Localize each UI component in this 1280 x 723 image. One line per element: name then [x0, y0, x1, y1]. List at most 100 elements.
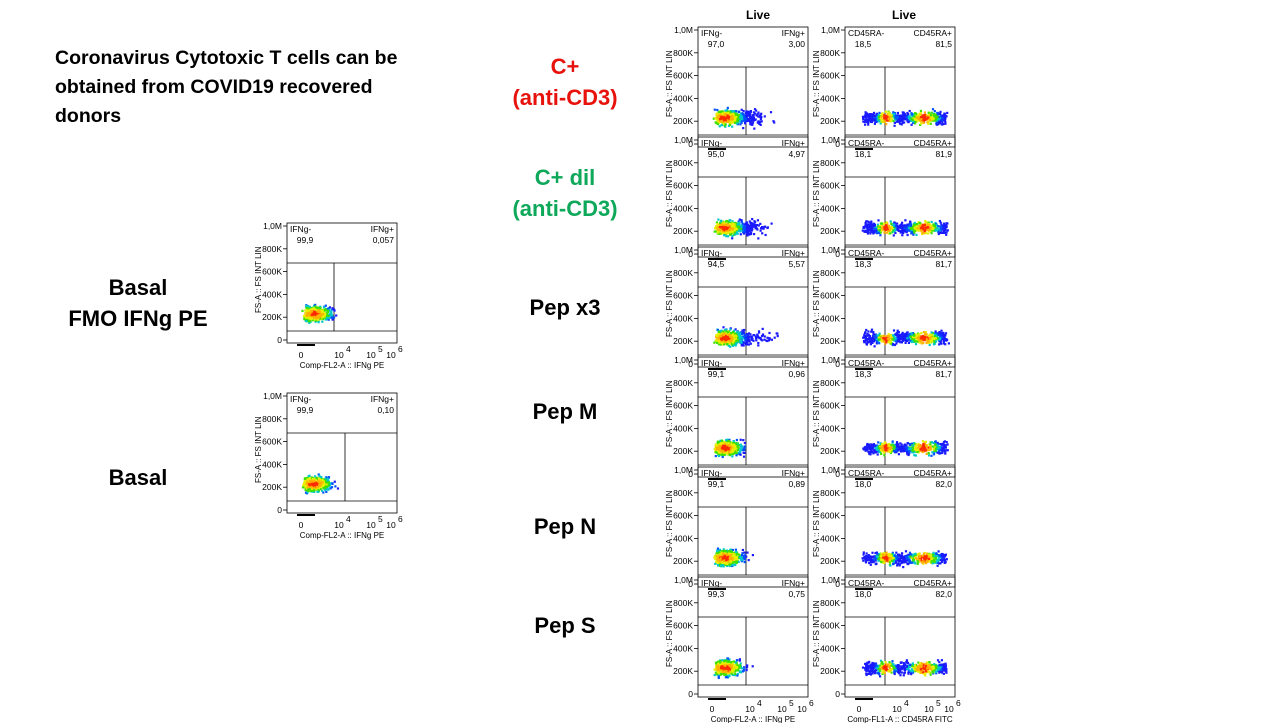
event-point — [888, 112, 890, 114]
event-point — [717, 671, 719, 673]
event-point — [308, 317, 310, 319]
event-point — [725, 220, 727, 222]
event-point — [308, 483, 310, 485]
event-point — [895, 118, 897, 120]
event-point — [906, 116, 908, 118]
event-point — [944, 119, 946, 121]
event-point — [735, 452, 737, 454]
event-point — [722, 112, 724, 114]
event-point — [741, 344, 743, 346]
event-point — [727, 112, 729, 114]
event-point — [714, 231, 716, 233]
event-point — [930, 114, 932, 116]
flow-plot-svg: FS-A :: FS INT LIN1,0M800K600K400K200K0I… — [663, 23, 823, 148]
event-point — [719, 661, 721, 663]
slide-title: Coronavirus Cytotoxic T cells can be obt… — [55, 44, 435, 131]
event-point — [318, 475, 320, 477]
x-axis-title: Comp-FL2-A :: IFNg PE — [300, 361, 384, 370]
negative-gate-label: CD45RA- — [848, 28, 885, 38]
event-point — [321, 490, 323, 492]
event-point — [724, 224, 726, 226]
event-point — [722, 326, 724, 328]
row-label-line: Pep x3 — [455, 292, 675, 323]
event-point — [335, 314, 337, 316]
event-point — [905, 118, 907, 120]
event-point — [749, 114, 751, 116]
event-point — [918, 116, 920, 118]
y-tick-label: 200K — [673, 666, 693, 676]
event-point — [874, 123, 876, 125]
event-point — [752, 554, 754, 556]
event-point — [730, 340, 732, 342]
negative-gate-label: CD45RA- — [848, 138, 885, 148]
y-tick-label: 400K — [673, 313, 693, 323]
event-point — [313, 480, 315, 482]
positive-gate-label: IFNg+ — [782, 138, 805, 148]
event-point — [739, 667, 741, 669]
event-point — [868, 118, 870, 120]
negative-gate-percent: 18,5 — [855, 39, 872, 49]
row-label-line: (anti-CD3) — [455, 193, 675, 224]
event-point — [736, 231, 738, 233]
x-tick-label: 0 — [299, 350, 304, 360]
negative-gate-label: IFNg- — [701, 138, 722, 148]
event-point — [313, 489, 315, 491]
event-point — [735, 549, 737, 551]
event-point — [317, 306, 319, 308]
event-point — [330, 487, 332, 489]
y-axis-title: FS-A :: FS INT LIN — [665, 380, 674, 447]
row-label-basal: Basal — [28, 462, 248, 493]
event-point — [328, 317, 330, 319]
event-point — [309, 480, 311, 482]
y-tick-label: 200K — [820, 116, 840, 126]
x-tick-exponent: 6 — [398, 344, 403, 354]
event-point — [743, 110, 745, 112]
event-point — [764, 226, 766, 228]
event-point — [307, 489, 309, 491]
event-point — [764, 339, 766, 341]
event-point — [730, 557, 732, 559]
event-point — [944, 123, 946, 125]
positive-gate-label: IFNg+ — [782, 358, 805, 368]
event-point — [718, 551, 720, 553]
event-point — [739, 664, 741, 666]
event-point — [725, 439, 727, 441]
event-point — [746, 115, 748, 117]
event-point — [730, 233, 732, 235]
event-point — [746, 224, 748, 226]
event-point — [874, 115, 876, 117]
event-density — [302, 473, 339, 494]
event-point — [716, 113, 718, 115]
event-point — [731, 455, 733, 457]
event-point — [715, 446, 717, 448]
y-tick-label: 1,0M — [674, 25, 693, 35]
event-point — [318, 321, 320, 323]
y-axis-title: FS-A :: FS INT LIN — [665, 600, 674, 667]
event-point — [920, 122, 922, 124]
y-tick-label: 0 — [688, 689, 693, 699]
event-point — [928, 112, 930, 114]
event-point — [725, 235, 727, 237]
event-point — [728, 550, 730, 552]
event-point — [936, 122, 938, 124]
event-point — [757, 219, 759, 221]
event-point — [718, 340, 720, 342]
y-tick-label: 1,0M — [674, 355, 693, 365]
event-point — [930, 123, 932, 125]
x-axis-title: Comp-FL2-A :: IFNg PE — [300, 531, 384, 540]
event-point — [933, 115, 935, 117]
event-point — [746, 552, 748, 554]
event-point — [725, 330, 727, 332]
event-point — [732, 118, 734, 120]
event-point — [754, 108, 756, 110]
event-point — [932, 108, 934, 110]
y-tick-label: 200K — [673, 116, 693, 126]
y-axis-title: FS-A :: FS INT LIN — [665, 270, 674, 337]
event-point — [332, 307, 334, 309]
event-point — [732, 110, 734, 112]
event-point — [894, 125, 896, 127]
event-point — [743, 329, 745, 331]
event-point — [736, 561, 738, 563]
event-point — [727, 225, 729, 227]
